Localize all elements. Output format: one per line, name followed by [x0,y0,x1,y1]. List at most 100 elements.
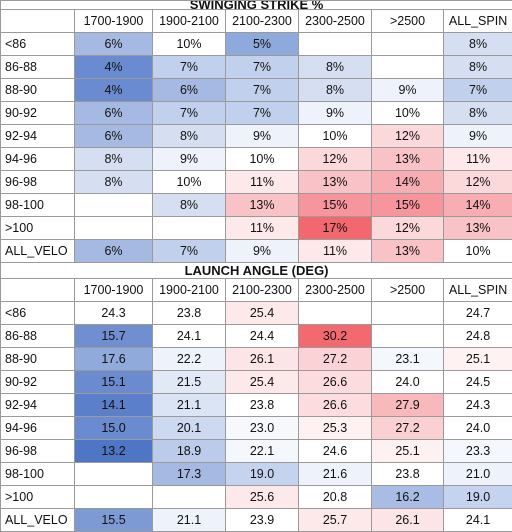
data-cell: 17.3 [153,463,226,486]
row-label: >100 [1,486,75,509]
data-cell: 4% [75,79,153,102]
data-cell: 19.0 [226,463,299,486]
data-cell: 15.7 [75,325,153,348]
data-cell [299,302,372,325]
row-label: 96-98 [1,440,75,463]
data-cell: 21.6 [299,463,372,486]
data-cell: 15% [299,194,372,217]
column-header: 1700-1900 [75,279,153,302]
data-cell: 24.0 [444,417,512,440]
row-label: 98-100 [1,194,75,217]
column-header: 1900-2100 [153,279,226,302]
data-cell: 8% [153,125,226,148]
data-cell: 7% [226,56,299,79]
data-cell: 10% [226,148,299,171]
data-cell: 24.8 [444,325,512,348]
data-cell: 9% [153,148,226,171]
data-cell: 14% [444,194,512,217]
data-cell: 12% [299,148,372,171]
data-cell [75,486,153,509]
data-cell: 8% [75,148,153,171]
data-cell: 13% [444,217,512,240]
column-header: 1700-1900 [75,10,153,33]
data-cell: 13% [299,171,372,194]
data-cell: 14% [372,171,444,194]
data-cell: 6% [153,79,226,102]
row-label: 88-90 [1,348,75,371]
data-cell [75,194,153,217]
data-cell [372,33,444,56]
row-label: >100 [1,217,75,240]
data-cell: 20.8 [299,486,372,509]
data-cell: 8% [444,56,512,79]
data-cell: 15.0 [75,417,153,440]
data-cell: 6% [75,240,153,263]
data-cell: 24.7 [444,302,512,325]
data-cell: 10% [153,171,226,194]
column-header: ALL_SPIN [444,279,512,302]
data-cell: 26.1 [226,348,299,371]
data-cell: 8% [153,194,226,217]
data-cell [299,33,372,56]
column-header: 2300-2500 [299,10,372,33]
data-cell: 27.9 [372,394,444,417]
data-cell: 7% [226,102,299,125]
column-header: 2100-2300 [226,10,299,33]
data-cell: 7% [226,79,299,102]
data-cell: 13% [226,194,299,217]
data-cell: 10% [444,240,512,263]
data-cell: 8% [299,79,372,102]
data-cell: 17.6 [75,348,153,371]
data-cell: 12% [372,217,444,240]
data-cell: 15% [372,194,444,217]
data-cell: 23.8 [226,394,299,417]
data-cell: 23.3 [444,440,512,463]
column-header: 1900-2100 [153,10,226,33]
data-cell [372,325,444,348]
data-cell: 19.0 [444,486,512,509]
data-cell: 15.1 [75,371,153,394]
data-cell: 8% [444,102,512,125]
data-cell: 12% [372,125,444,148]
data-cell: 23.1 [372,348,444,371]
data-cell: 24.4 [226,325,299,348]
data-cell: 9% [299,102,372,125]
data-cell: 10% [299,125,372,148]
data-cell: 4% [75,56,153,79]
row-label: 90-92 [1,371,75,394]
data-cell [153,486,226,509]
row-label: 94-96 [1,148,75,171]
data-cell [153,217,226,240]
data-cell: 13.2 [75,440,153,463]
data-cell: 24.0 [372,371,444,394]
data-cell: 20.1 [153,417,226,440]
table-title-row: LAUNCH ANGLE (DEG) [1,263,512,279]
data-cell: 14.1 [75,394,153,417]
data-cell: 23.0 [226,417,299,440]
data-cell: 9% [226,125,299,148]
data-cell: 9% [372,79,444,102]
data-cell: 7% [153,102,226,125]
data-cell [75,463,153,486]
data-cell: 27.2 [299,348,372,371]
data-cell: 21.0 [444,463,512,486]
data-cell: 26.6 [299,394,372,417]
data-cell [372,302,444,325]
data-cell: 21.5 [153,371,226,394]
data-cell: 25.4 [226,371,299,394]
data-cell: 6% [75,125,153,148]
data-cell: 27.2 [372,417,444,440]
data-cell: 26.6 [299,371,372,394]
